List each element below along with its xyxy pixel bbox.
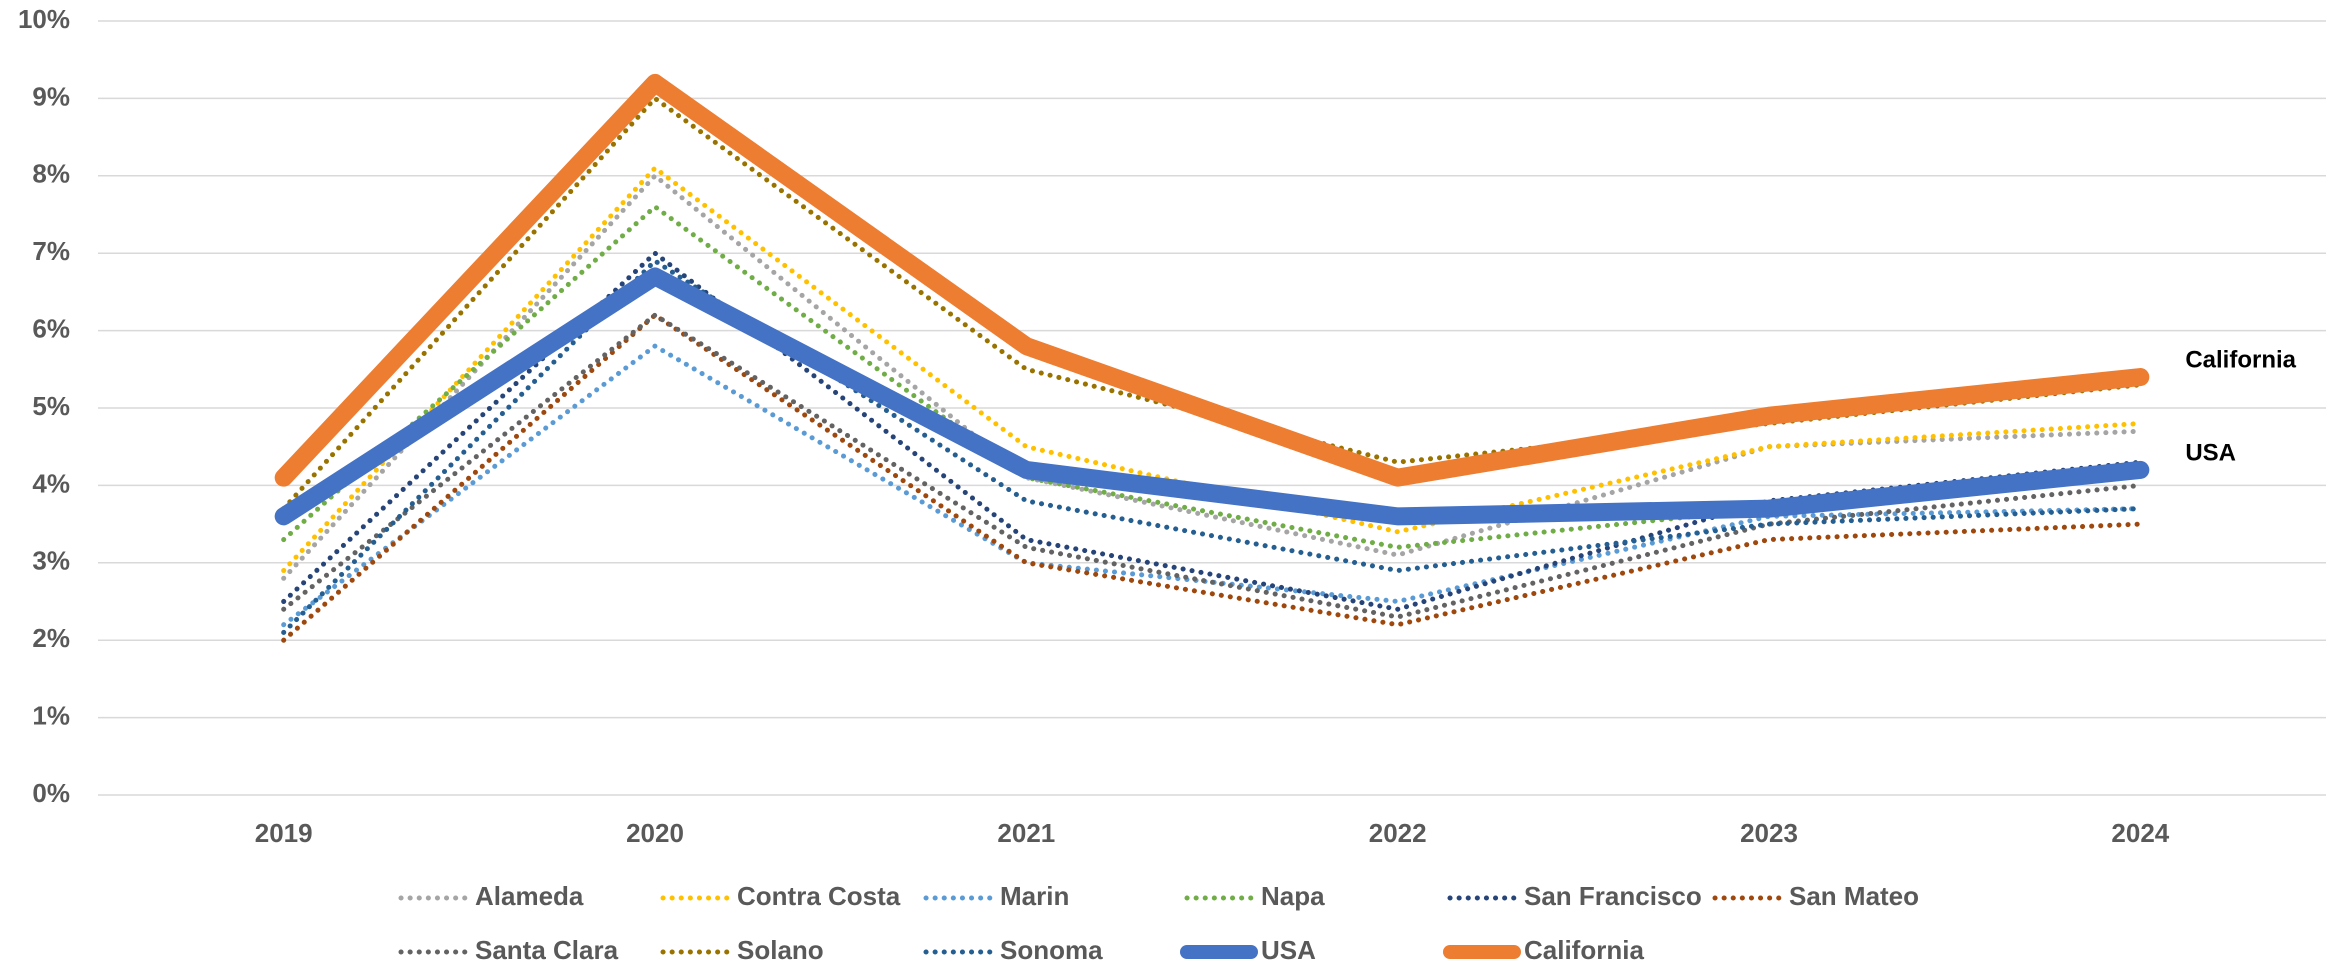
- series-line: [274, 73, 2150, 487]
- legend-label: San Francisco: [1524, 881, 1702, 911]
- y-tick-label: 10%: [18, 4, 70, 34]
- y-tick-label: 1%: [32, 700, 70, 730]
- legend-label: Marin: [1000, 881, 1069, 911]
- legend-label: San Mateo: [1789, 881, 1919, 911]
- series-line: [281, 172, 2143, 581]
- series-line: [281, 249, 2143, 612]
- legend-label: Sonoma: [1000, 935, 1103, 964]
- legend-label: USA: [1261, 935, 1316, 964]
- x-tick-label: 2019: [255, 818, 313, 848]
- y-tick-label: 3%: [32, 546, 70, 576]
- y-tick-label: 9%: [32, 81, 70, 111]
- x-tick-label: 2023: [1740, 818, 1798, 848]
- y-tick-label: 0%: [32, 778, 70, 808]
- y-tick-label: 4%: [32, 468, 70, 498]
- x-tick-label: 2022: [1369, 818, 1427, 848]
- series-line: [281, 311, 2143, 643]
- series-line: [281, 95, 2143, 512]
- legend-label: Alameda: [475, 881, 584, 911]
- y-tick-label: 8%: [32, 159, 70, 189]
- legend-label: Solano: [737, 935, 824, 964]
- x-tick-label: 2021: [997, 818, 1055, 848]
- end-label: California: [2185, 346, 2296, 373]
- y-tick-label: 5%: [32, 391, 70, 421]
- x-tick-label: 2020: [626, 818, 684, 848]
- x-tick-label: 2024: [2111, 818, 2169, 848]
- y-tick-label: 6%: [32, 313, 70, 343]
- legend-label: Napa: [1261, 881, 1325, 911]
- y-tick-label: 2%: [32, 623, 70, 653]
- legend-label: California: [1524, 935, 1644, 964]
- series-line: [281, 203, 2143, 550]
- series-line: [274, 267, 2150, 526]
- y-tick-label: 7%: [32, 236, 70, 266]
- legend-label: Contra Costa: [737, 881, 901, 911]
- legend-label: Santa Clara: [475, 935, 619, 964]
- series-line: [281, 257, 2143, 635]
- end-label: USA: [2185, 439, 2236, 466]
- series-line: [281, 312, 2143, 620]
